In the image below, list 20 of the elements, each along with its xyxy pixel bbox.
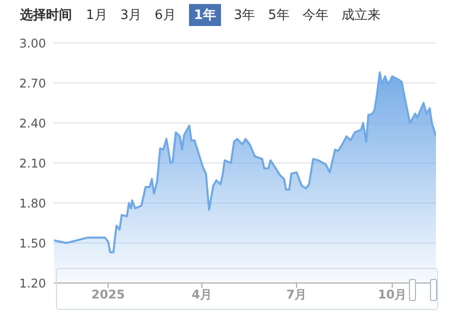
x-tick-label: 10月: [378, 288, 407, 302]
x-tick-label: 7月: [286, 288, 307, 302]
text: 成立来: [341, 7, 380, 25]
text: 今年: [302, 7, 328, 25]
y-tick-label: 2.70: [19, 76, 46, 90]
y-tick-label: 1.50: [19, 236, 46, 250]
y-tick-label: 1.80: [19, 196, 46, 210]
text: 3年: [234, 7, 256, 25]
y-tick-label: 2.40: [19, 116, 46, 130]
y-tick-label: 2.10: [19, 156, 46, 170]
text: 6月: [154, 7, 176, 25]
text: 5年: [268, 7, 290, 25]
x-tick-label: 4月: [192, 288, 212, 302]
text: 1月: [86, 7, 108, 25]
x-tick-label: 2025: [91, 288, 125, 302]
text: 1年: [188, 4, 221, 26]
y-tick-label: 3.00: [19, 36, 46, 50]
y-tick-label: 1.20: [19, 276, 46, 290]
text: 选择时间: [20, 7, 72, 25]
text: 3月: [120, 7, 142, 25]
